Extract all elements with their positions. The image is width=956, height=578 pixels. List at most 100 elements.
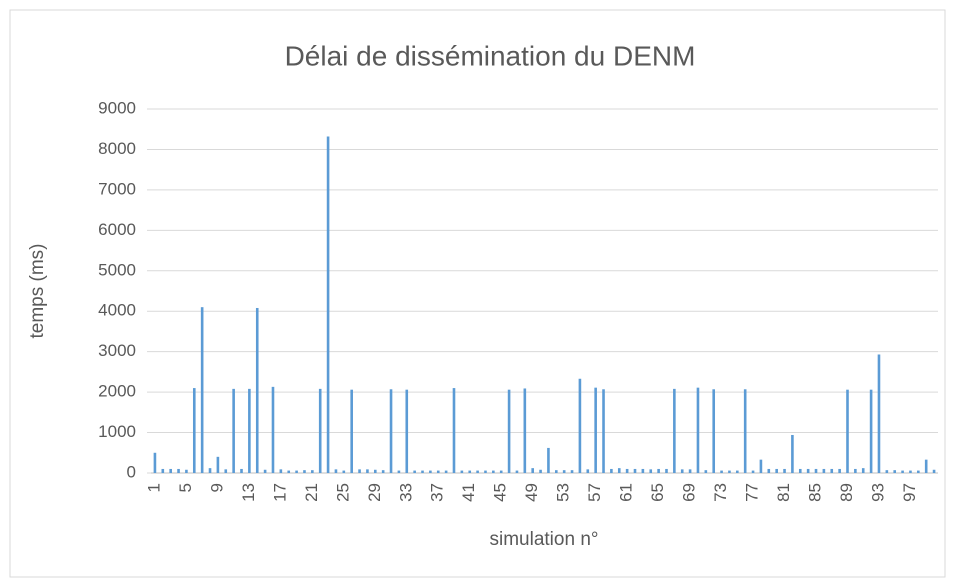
x-tick-label: 49 bbox=[522, 483, 541, 502]
y-axis-label: temps (ms) bbox=[27, 244, 48, 339]
bar bbox=[240, 468, 243, 473]
y-tick-label: 9000 bbox=[98, 98, 136, 117]
x-tick-label: 9 bbox=[207, 483, 226, 492]
bar bbox=[791, 434, 794, 473]
bar bbox=[366, 469, 369, 473]
bar bbox=[704, 470, 708, 473]
x-tick-label: 1 bbox=[144, 483, 163, 492]
bar bbox=[279, 469, 283, 473]
bar bbox=[224, 469, 228, 473]
bar bbox=[295, 470, 298, 473]
bar bbox=[673, 388, 676, 473]
x-tick-label: 61 bbox=[617, 483, 636, 502]
bar bbox=[405, 389, 409, 473]
bar bbox=[169, 468, 172, 473]
bar bbox=[342, 470, 346, 473]
bar bbox=[468, 470, 472, 473]
bar bbox=[578, 378, 582, 473]
bar bbox=[751, 470, 755, 473]
bar bbox=[373, 469, 377, 473]
bar bbox=[814, 468, 818, 473]
x-tick-label: 41 bbox=[459, 483, 478, 502]
bar bbox=[484, 470, 487, 473]
bar bbox=[728, 470, 731, 473]
bar bbox=[255, 307, 259, 473]
bar bbox=[311, 470, 314, 473]
x-tick-label: 21 bbox=[302, 483, 321, 502]
bar bbox=[334, 469, 338, 473]
bar bbox=[696, 387, 700, 473]
bar bbox=[893, 470, 897, 473]
bar bbox=[492, 470, 495, 473]
bar bbox=[460, 470, 464, 473]
bar bbox=[586, 469, 590, 473]
bar bbox=[208, 468, 212, 473]
bar bbox=[806, 468, 810, 473]
bar bbox=[783, 468, 786, 473]
bar bbox=[271, 386, 275, 473]
bar bbox=[649, 469, 653, 473]
bar bbox=[775, 468, 778, 473]
bar bbox=[917, 470, 920, 473]
x-tick-label: 57 bbox=[585, 483, 604, 502]
bar bbox=[555, 470, 558, 473]
x-tick-label: 77 bbox=[743, 483, 762, 502]
bar bbox=[192, 388, 196, 473]
bar bbox=[665, 468, 668, 473]
x-tick-label: 97 bbox=[900, 483, 919, 502]
x-tick-label: 69 bbox=[680, 483, 699, 502]
bar bbox=[869, 389, 873, 473]
bar bbox=[161, 468, 165, 473]
y-tick-label: 1000 bbox=[98, 422, 136, 441]
bar bbox=[287, 470, 291, 473]
y-tick-label: 8000 bbox=[98, 139, 136, 158]
y-tick-label: 3000 bbox=[98, 341, 136, 360]
x-tick-label: 81 bbox=[774, 483, 793, 502]
bar bbox=[429, 470, 432, 473]
x-tick-label: 65 bbox=[648, 483, 667, 502]
x-tick-label: 73 bbox=[711, 483, 730, 502]
x-tick-label: 33 bbox=[396, 483, 415, 502]
y-tick-label: 4000 bbox=[98, 301, 136, 320]
bar bbox=[743, 389, 747, 473]
x-tick-label: 29 bbox=[365, 483, 384, 502]
x-axis-label: simulation n° bbox=[490, 529, 599, 550]
bar bbox=[177, 468, 180, 473]
bar bbox=[846, 389, 849, 473]
chart-title: Délai de dissémination du DENM bbox=[285, 40, 696, 71]
x-tick-label: 5 bbox=[176, 483, 195, 492]
bar bbox=[798, 468, 802, 473]
bar bbox=[877, 354, 881, 473]
x-tick-label: 17 bbox=[270, 483, 289, 502]
bar bbox=[617, 468, 621, 473]
bar bbox=[712, 389, 716, 473]
x-tick-label: 89 bbox=[837, 483, 856, 502]
bar bbox=[625, 468, 629, 473]
bar bbox=[680, 469, 684, 473]
chart-border bbox=[9, 9, 946, 578]
x-tick-label: 25 bbox=[333, 483, 352, 502]
bar bbox=[562, 470, 566, 473]
x-tick-label: 13 bbox=[239, 483, 258, 502]
bar bbox=[350, 389, 353, 473]
bar bbox=[932, 469, 936, 473]
x-tick-label: 93 bbox=[868, 483, 887, 502]
bar bbox=[594, 387, 597, 473]
bar bbox=[444, 470, 448, 473]
bar bbox=[248, 388, 251, 473]
bar bbox=[570, 470, 574, 473]
bar bbox=[861, 468, 865, 473]
bar bbox=[610, 468, 613, 473]
bar bbox=[539, 469, 542, 473]
bar bbox=[885, 470, 889, 473]
bar bbox=[822, 468, 826, 473]
bar bbox=[767, 468, 771, 473]
y-tick-label: 2000 bbox=[98, 382, 136, 401]
x-tick-label: 85 bbox=[805, 483, 824, 502]
bar bbox=[909, 470, 912, 473]
bar bbox=[547, 447, 550, 473]
x-tick-label: 53 bbox=[554, 483, 573, 502]
bar bbox=[318, 388, 322, 473]
bar bbox=[657, 468, 660, 473]
